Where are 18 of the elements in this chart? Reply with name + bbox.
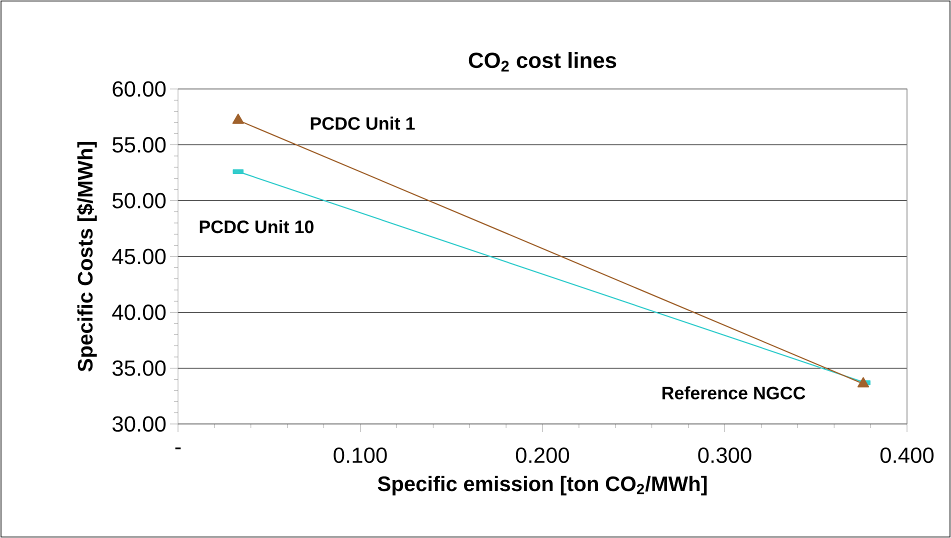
annotation: Reference NGCC bbox=[662, 386, 806, 400]
y-tick-label: 55.00 bbox=[112, 137, 166, 153]
series-label: PCDC Unit 10 bbox=[200, 220, 314, 234]
x-tick-label: 0.100 bbox=[334, 448, 387, 464]
y-axis-title: Specific Costs [$/MWh] bbox=[76, 142, 97, 372]
x-tick-label: 0.300 bbox=[698, 448, 752, 464]
x-axis-title: Specific emission [ton CO$_{2}$/MWh] bbox=[378, 476, 707, 496]
y-tick-label: 35.00 bbox=[112, 360, 166, 376]
x-tick-label: - bbox=[175, 448, 181, 450]
x-tick-label: 0.400 bbox=[880, 448, 934, 464]
y-tick-label: 50.00 bbox=[112, 192, 166, 208]
series-label: PCDC Unit 1 bbox=[310, 116, 415, 130]
y-tick-label: 45.00 bbox=[112, 248, 166, 264]
y-tick-label: 40.00 bbox=[112, 304, 166, 320]
chart-title: CO$_{2}$ cost lines bbox=[468, 52, 616, 72]
y-tick-label: 30.00 bbox=[112, 416, 166, 432]
x-tick-label: 0.200 bbox=[516, 448, 570, 464]
y-tick-label: 60.00 bbox=[112, 81, 166, 97]
